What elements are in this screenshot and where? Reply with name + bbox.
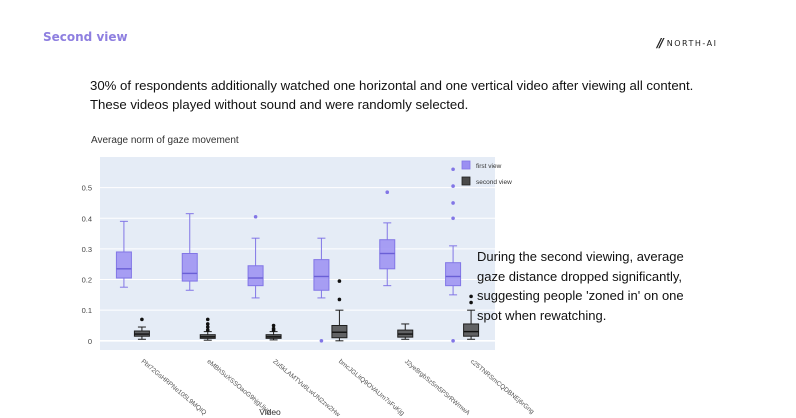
legend-swatch	[461, 160, 471, 170]
outlier-point	[469, 300, 473, 305]
brand-logo: // NORTH-AI	[657, 36, 717, 50]
box-body	[313, 259, 330, 291]
x-tick-label: Zu5kLAMTVu6LwUN2zw2Hw	[271, 358, 341, 418]
box-body	[379, 239, 396, 270]
legend-swatch	[461, 176, 471, 186]
outlier-point	[451, 184, 455, 188]
y-tick-label: 0.4	[82, 214, 92, 223]
outlier-point	[271, 328, 276, 332]
y-tick-label: 0.2	[82, 276, 92, 285]
outlier-point	[205, 317, 210, 322]
y-tick-label: 0.1	[82, 306, 92, 315]
y-tick-label: 0.5	[82, 184, 92, 193]
outlier-point	[451, 216, 455, 221]
outlier-point	[253, 214, 258, 219]
outlier-point	[205, 325, 210, 329]
x-tick-label: c25TNRSmCQDBNEj6rGng	[469, 358, 535, 416]
box-body	[247, 265, 264, 287]
y-tick-label: 0	[88, 337, 92, 346]
north-ai-logo-icon: //	[657, 36, 664, 50]
intro-line-2: These videos played without sound and we…	[90, 97, 469, 112]
brand-name: NORTH-AI	[666, 38, 718, 48]
outlier-point	[451, 339, 455, 343]
x-tick-label: J2ye8rgbSz5m5PSrRWmwA	[403, 358, 472, 417]
box-body	[115, 251, 132, 279]
outlier-point	[385, 190, 390, 195]
section-title: Second view	[43, 30, 128, 44]
outlier-point	[140, 317, 144, 322]
y-tick-label: 0.3	[82, 245, 92, 254]
outlier-point	[337, 297, 342, 302]
legend-label: second view	[476, 179, 512, 186]
x-tick-label: eMBhSuXSSOaoG9hjgUjug	[205, 358, 272, 416]
x-tick-label: Pbt72GsHRPNe105L9MQIQ	[140, 358, 208, 417]
intro-text: 30% of respondents additionally watched …	[90, 76, 730, 114]
outlier-point	[205, 328, 210, 332]
gaze-boxplot-chart: Average norm of gaze movement Video 0 0.1…	[82, 135, 535, 418]
x-tick-label: bmcJGLitQ9OVAUm7sFuKjg	[337, 358, 406, 417]
chart-title: Average norm of gaze movement	[91, 135, 239, 146]
box-body	[445, 262, 462, 287]
outlier-point	[205, 322, 210, 326]
outlier-point	[319, 339, 324, 343]
plot-background	[100, 157, 495, 350]
outlier-point	[337, 279, 342, 283]
outlier-point	[451, 201, 455, 205]
legend-label: first view	[476, 163, 502, 170]
outlier-point	[451, 167, 455, 172]
intro-line-1: 30% of respondents additionally watched …	[90, 78, 694, 93]
outlier-point	[271, 323, 276, 328]
box-body	[181, 253, 198, 282]
side-note: During the second viewing, average gaze …	[477, 249, 684, 323]
box-body	[463, 323, 480, 337]
x-axis-title: Video	[259, 407, 281, 417]
outlier-point	[469, 294, 473, 299]
